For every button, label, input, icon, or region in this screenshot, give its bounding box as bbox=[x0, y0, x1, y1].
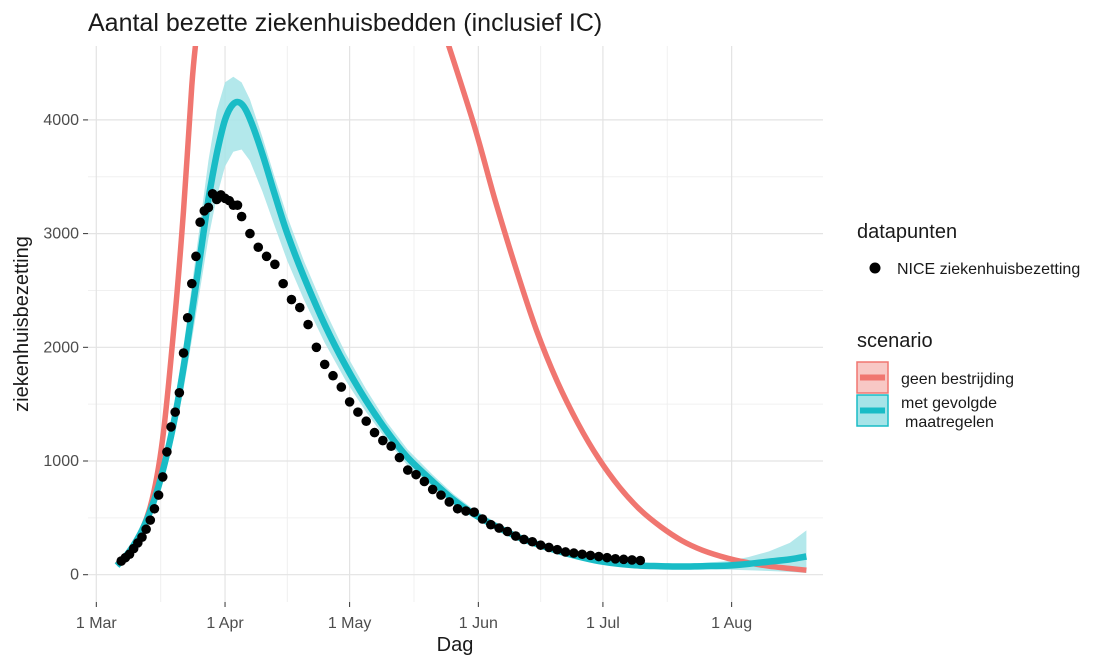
legend: datapunten NICE ziekenhuisbezetting scen… bbox=[856, 221, 1080, 431]
y-tick-label: 2000 bbox=[43, 339, 79, 356]
line-met-gevolgde-maatregelen bbox=[114, 98, 807, 570]
x-tick-label: 1 Aug bbox=[711, 615, 752, 632]
data-point bbox=[502, 526, 513, 537]
data-point bbox=[627, 555, 637, 565]
y-tick-label: 0 bbox=[70, 567, 79, 584]
y-axis-title: ziekenhuisbezetting bbox=[11, 236, 33, 412]
x-axis-title: Dag bbox=[437, 634, 474, 656]
data-point bbox=[270, 259, 280, 270]
data-point bbox=[353, 407, 363, 417]
data-point bbox=[166, 422, 176, 432]
x-tick-label: 1 Jul bbox=[586, 615, 620, 632]
data-point bbox=[174, 387, 185, 398]
data-point bbox=[145, 515, 156, 525]
data-point bbox=[336, 382, 347, 392]
legend-points-label: NICE ziekenhuisbezetting bbox=[897, 261, 1080, 278]
data-point bbox=[577, 549, 587, 560]
y-tick-label: 1000 bbox=[43, 453, 79, 470]
data-point bbox=[402, 465, 413, 475]
data-point bbox=[477, 514, 488, 524]
data-point bbox=[232, 200, 243, 210]
data-point bbox=[328, 370, 338, 381]
data-point bbox=[593, 551, 604, 562]
x-tick-label: 1 May bbox=[328, 615, 372, 632]
data-point bbox=[236, 211, 247, 222]
data-point bbox=[569, 548, 579, 558]
data-point bbox=[519, 534, 529, 545]
data-point bbox=[444, 497, 455, 507]
data-point bbox=[344, 397, 355, 407]
legend-point-key bbox=[869, 262, 881, 274]
data-point bbox=[610, 553, 621, 564]
data-point bbox=[635, 555, 646, 566]
data-point bbox=[419, 476, 430, 487]
data-point bbox=[585, 550, 596, 561]
x-tick-label: 1 Mar bbox=[76, 615, 118, 632]
data-point bbox=[560, 547, 571, 557]
x-tick-label: 1 Apr bbox=[206, 615, 244, 632]
data-point bbox=[319, 359, 330, 370]
data-point bbox=[153, 490, 164, 500]
plot-panel bbox=[88, 46, 823, 602]
data-point bbox=[485, 519, 496, 530]
data-point bbox=[191, 251, 201, 262]
data-point bbox=[369, 427, 380, 438]
legend-label-maatregelen: maatregelen bbox=[905, 414, 994, 431]
data-point bbox=[253, 242, 264, 253]
data-point bbox=[195, 217, 205, 228]
data-point bbox=[137, 532, 147, 542]
data-point bbox=[157, 472, 168, 482]
data-point bbox=[469, 507, 479, 517]
data-point bbox=[170, 407, 181, 417]
data-point bbox=[552, 544, 563, 555]
data-point bbox=[141, 524, 151, 535]
data-point bbox=[303, 319, 313, 330]
x-axis-ticks: 1 Mar 1 Apr 1 May 1 Jun 1 Jul 1 Aug bbox=[76, 602, 752, 632]
data-point bbox=[436, 490, 446, 500]
data-point bbox=[411, 469, 421, 480]
data-point bbox=[544, 542, 554, 553]
data-point bbox=[203, 202, 214, 213]
data-point bbox=[527, 536, 538, 547]
minor-gridlines bbox=[88, 46, 823, 602]
data-point bbox=[461, 506, 471, 516]
legend-points-title: datapunten bbox=[857, 221, 957, 243]
data-points bbox=[116, 189, 646, 566]
data-point bbox=[378, 435, 388, 446]
data-point bbox=[510, 531, 521, 541]
legend-label-geen-bestrijding: geen bestrijding bbox=[901, 371, 1014, 388]
y-tick-label: 4000 bbox=[43, 112, 79, 129]
legend-label-met-gevolgde: met gevolgde bbox=[901, 395, 997, 412]
data-point bbox=[394, 452, 405, 463]
data-point bbox=[535, 540, 546, 550]
data-point bbox=[187, 278, 197, 289]
data-point bbox=[261, 251, 272, 262]
data-point bbox=[311, 342, 322, 353]
legend-scenario-title: scenario bbox=[857, 330, 933, 352]
chart-title: Aantal bezette ziekenhuisbedden (inclusi… bbox=[88, 9, 602, 37]
data-point bbox=[178, 348, 189, 358]
data-point bbox=[452, 503, 463, 514]
data-point bbox=[618, 554, 629, 565]
data-point bbox=[361, 416, 372, 427]
data-point bbox=[602, 552, 612, 563]
data-point bbox=[245, 228, 255, 239]
data-point bbox=[182, 312, 193, 323]
data-point bbox=[149, 503, 160, 514]
y-axis-ticks: 0 1000 2000 3000 4000 bbox=[43, 112, 88, 584]
x-tick-label: 1 Jun bbox=[459, 615, 498, 632]
data-point bbox=[294, 302, 305, 313]
data-point bbox=[494, 523, 504, 533]
data-point bbox=[286, 294, 297, 305]
data-point bbox=[386, 441, 396, 452]
data-point bbox=[162, 447, 172, 457]
y-tick-label: 3000 bbox=[43, 226, 79, 243]
data-point bbox=[427, 484, 438, 495]
data-point bbox=[278, 278, 288, 289]
